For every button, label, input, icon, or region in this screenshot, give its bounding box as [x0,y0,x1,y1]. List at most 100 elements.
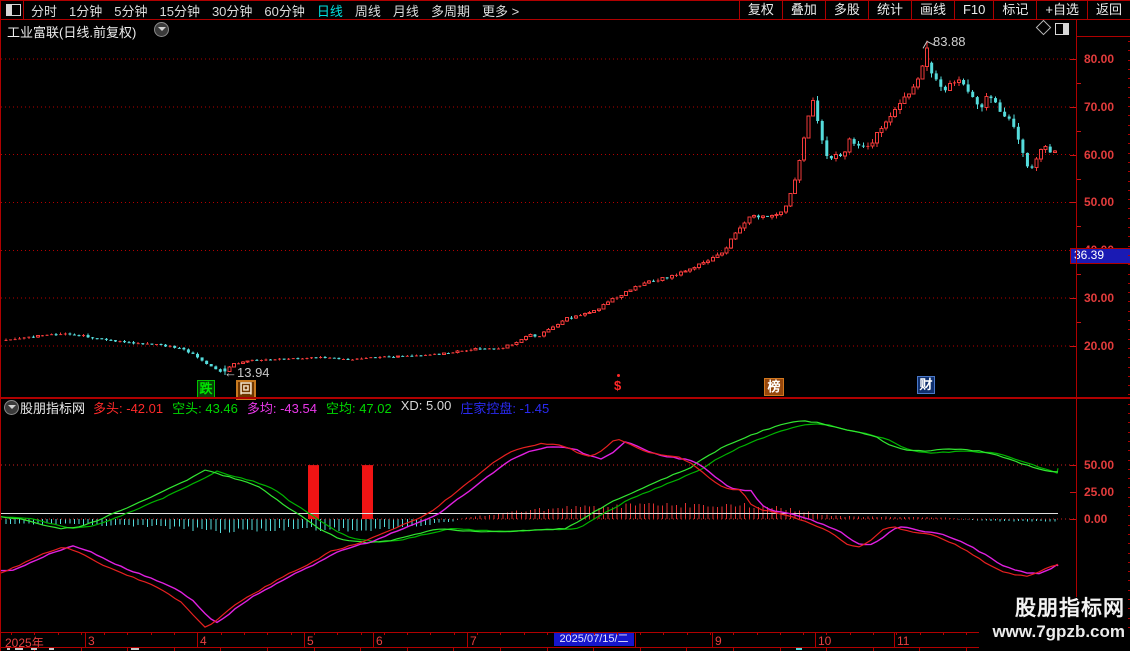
month-label: 11 [897,634,910,648]
date-tick [151,632,152,635]
date-tick [780,632,781,635]
date-tick [127,632,128,635]
date-tick [710,632,711,635]
edge-tick [1128,506,1130,507]
period-tab[interactable]: 30分钟 [211,3,253,19]
edge-tick [1128,571,1130,572]
chevron-down-icon[interactable] [154,22,169,37]
marker-dollar: $ [614,378,622,393]
menu-separator-line [1,19,1130,20]
window-layout-icon[interactable] [6,4,21,16]
month-label: 6 [376,634,383,648]
date-tick [267,632,268,635]
axis-minor-tick [1076,274,1081,275]
edge-tick [1128,227,1130,228]
stub-tick [500,647,501,651]
split-panes-icon[interactable] [1055,23,1069,35]
date-tick [197,632,198,635]
edge-tick [1128,627,1130,628]
period-tab[interactable]: 周线 [354,3,381,19]
period-tab[interactable]: 日线 [316,3,343,19]
axis-tick [1070,59,1076,60]
tools-menu: 复权 叠加 多股 统计 画线 F10 标记 +自选 返回 [738,1,1130,19]
edge-tick [1128,134,1130,135]
stub-tick [407,647,408,651]
edge-tick [1128,162,1130,163]
edge-tick [1128,274,1130,275]
stub-tick [733,647,734,651]
edge-tick [1128,553,1130,554]
stub-tick [873,647,874,651]
selected-date-tag: 2025/07/15/二 [554,633,634,646]
edge-tick [1128,246,1130,247]
site-watermark: 股朋指标网 www.7gpzb.com [979,597,1125,649]
edge-tick [1128,264,1130,265]
period-tab[interactable]: 5分钟 [114,3,148,19]
menu-item[interactable]: 多股 [824,1,868,19]
candlestick-chart[interactable] [1,37,1076,397]
date-tick [733,632,734,635]
indicator-header: 股朋指标网 多头: -42.01 空头: 43.46 多均: -43.54 空均: 4… [1,398,1071,417]
edge-tick [1128,236,1130,237]
date-tick [920,632,921,635]
date-tick [11,632,12,635]
period-tab[interactable]: 15分钟 [159,3,200,19]
date-tick [873,632,874,635]
month-label: 4 [200,634,207,648]
indicator-field: 多均: -43.54 [246,400,317,416]
edge-tick [1128,199,1130,200]
indicator-field: 空均: 47.02 [325,400,392,416]
date-tick [896,632,897,635]
date-tick [687,632,688,635]
axis-tick [1070,492,1076,493]
edge-tick [1128,460,1130,461]
marker-bang: 榜 [764,378,784,396]
period-tab[interactable]: 分时 [31,3,58,19]
edge-tick [1128,394,1130,395]
edge-tick [1128,599,1130,600]
date-tick [500,632,501,635]
edge-tick [1128,590,1130,591]
chart-title: 工业富联(日线.前复权) [7,25,137,40]
axis-tick [1070,202,1076,203]
period-tab[interactable]: 月线 [392,3,419,19]
indicator-values: 多头: -42.01 空头: 43.46 多均: -43.54 空均: 47.02 XD… [93,398,558,417]
date-tick [966,632,967,635]
month-divider [815,632,816,647]
chevron-down-icon[interactable] [4,400,19,415]
menu-item[interactable]: 返回 [1086,1,1130,19]
period-tab[interactable]: 多周期 [430,3,470,19]
stub-tick [127,647,128,651]
menu-item[interactable]: 叠加 [781,1,825,19]
menu-item[interactable]: 统计 [867,1,911,19]
axis-tick [1070,465,1076,466]
stub-tick [220,647,221,651]
month-divider [373,632,374,647]
stub-tick [593,647,594,651]
edge-tick [1128,171,1130,172]
price-axis-label: 70.00 [1084,100,1115,114]
price-axis-label: 60.00 [1084,148,1115,162]
stub-tick [81,647,82,651]
menu-item[interactable]: F10 [953,1,993,19]
edge-tick [1128,97,1130,98]
menu-item[interactable]: 画线 [910,1,954,19]
menu-item[interactable]: +自选 [1036,1,1087,19]
period-tab[interactable]: 更多 > [481,3,520,19]
indicator-field: 庄家控盘: -1.45 [460,400,550,416]
axis-top-line [1076,36,1130,37]
menu-item[interactable]: 复权 [738,1,782,19]
indicator-chart[interactable] [1,416,1076,632]
stub-tick [966,647,967,651]
edge-tick [1128,320,1130,321]
edge-tick [1128,329,1130,330]
period-tab[interactable]: 60分钟 [264,3,305,19]
date-tick [174,632,175,635]
month-divider [894,632,895,647]
period-tab[interactable]: 1分钟 [69,3,103,19]
edge-tick [1128,208,1130,209]
edge-tick [1128,78,1130,79]
clipped-text-fragment [15,648,23,650]
menu-item[interactable]: 标记 [993,1,1036,19]
edge-tick [1128,543,1130,544]
